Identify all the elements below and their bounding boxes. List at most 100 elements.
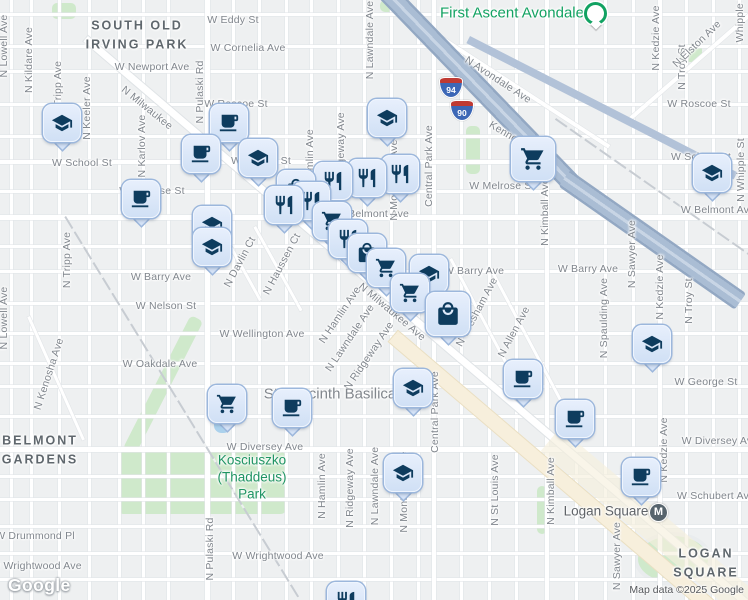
restaurant-icon	[337, 591, 355, 600]
pin-head	[327, 582, 365, 600]
pin-head	[633, 325, 671, 363]
street-line	[0, 13, 748, 16]
map-pin-school[interactable]	[384, 454, 422, 500]
map-pin-shopping[interactable]	[426, 292, 470, 344]
street-line	[0, 578, 748, 581]
place-marker[interactable]	[584, 2, 607, 30]
metro-station-icon[interactable]: M	[649, 503, 668, 522]
map-pin-grocery[interactable]	[511, 137, 555, 189]
street-label: W Belmont Ave	[680, 204, 748, 216]
map-pin-cafe[interactable]	[273, 389, 311, 435]
shopping-icon	[438, 302, 458, 325]
transit-station-label: Logan Square	[563, 503, 649, 519]
street-label: N Kedzie Ave	[654, 254, 666, 320]
street-line	[167, 0, 170, 600]
street-label: N Kimball Ave	[539, 178, 551, 246]
pin-head	[622, 458, 660, 496]
map-pin-cafe[interactable]	[182, 135, 220, 181]
street-line	[0, 498, 748, 501]
street-line	[0, 552, 748, 555]
street-line	[0, 415, 748, 418]
pin-head	[693, 154, 731, 192]
street-label: W Diversey Ave	[681, 435, 748, 447]
street-line	[337, 0, 340, 600]
map-pin-grocery[interactable]	[391, 274, 429, 320]
cafe-icon	[565, 410, 585, 428]
street-label: N Kildare Ave	[23, 26, 35, 94]
area-label: SOUTH OLD IRVING PARK	[85, 18, 189, 51]
street-line	[118, 0, 121, 600]
map-pin-cafe[interactable]	[122, 180, 160, 226]
cafe-icon	[282, 399, 302, 417]
pin-head	[368, 99, 406, 137]
map-pin-restaurant[interactable]	[348, 159, 386, 205]
street-line	[0, 525, 748, 528]
map-pin-school[interactable]	[239, 139, 277, 185]
street-label: W Schubert Ave	[677, 490, 748, 502]
pin-head	[239, 139, 277, 177]
grocery-icon	[375, 258, 395, 278]
street-line	[232, 0, 235, 600]
street-label: N Haussen Ct	[260, 231, 304, 297]
street-line	[88, 0, 91, 600]
restaurant-icon	[302, 191, 320, 211]
restaurant-icon	[391, 164, 409, 184]
cafe-icon	[191, 145, 211, 163]
map-pin-restaurant[interactable]	[327, 582, 365, 600]
street-label: W Wrightwood Ave	[232, 550, 324, 562]
pin-head	[210, 104, 248, 142]
street-label: N St Louis Ave	[489, 454, 501, 526]
street-line	[515, 0, 518, 600]
school-icon	[701, 164, 723, 182]
map-pin-grocery[interactable]	[208, 385, 246, 431]
street-label: N Pulaski Rd	[194, 60, 206, 124]
restaurant-icon	[275, 195, 293, 215]
street-label: N Sawyer Ave	[611, 521, 623, 591]
park-area	[537, 486, 547, 534]
street-line	[632, 0, 635, 600]
map-pin-cafe[interactable]	[556, 400, 594, 446]
map-pin-school[interactable]	[394, 369, 432, 415]
street-line	[310, 0, 313, 600]
street-line	[712, 0, 715, 600]
street-line	[58, 0, 61, 600]
map-pin-restaurant[interactable]	[265, 186, 303, 232]
pin-head	[122, 180, 160, 218]
street-label: N Hamlin Ave	[316, 453, 328, 519]
map-pin-school[interactable]	[693, 154, 731, 200]
map-pin-restaurant[interactable]	[381, 155, 419, 201]
street-label: W Wrightwood Ave	[0, 560, 82, 572]
map-pin-school[interactable]	[193, 228, 231, 274]
map-pin-cafe[interactable]	[504, 360, 542, 406]
map-pin-school[interactable]	[43, 104, 81, 150]
poi-label: Kosciuszko (Thaddeus) Park	[217, 452, 287, 502]
street-label: W Newport Ave	[114, 61, 190, 73]
place-label: First Ascent Avondale	[440, 4, 584, 22]
school-icon	[641, 335, 663, 353]
interstate-90-shield: 90	[450, 100, 474, 121]
street-line	[604, 0, 607, 600]
google-logo[interactable]: Google	[8, 575, 71, 595]
cafe-icon	[513, 370, 533, 388]
street-label: N Pulaski Rd	[204, 517, 216, 581]
street-label: W School St	[52, 157, 112, 169]
map-pin-school[interactable]	[633, 325, 671, 371]
pin-head	[265, 186, 303, 224]
street-label: N Spaulding Ave	[598, 277, 610, 359]
street-label: W George St	[674, 376, 738, 388]
street-line	[0, 302, 748, 305]
street-label: W Barry Ave	[443, 265, 505, 277]
map-pin-school[interactable]	[368, 99, 406, 145]
map-pin-cafe[interactable]	[210, 104, 248, 150]
street-line	[0, 332, 748, 335]
street-line	[0, 45, 748, 48]
street-line	[0, 475, 748, 478]
major-street-line	[658, 0, 662, 600]
street-label: N Lowell Ave	[0, 14, 10, 78]
pin-head	[182, 135, 220, 173]
street-label: W Barry Ave	[557, 263, 619, 275]
map-pin-cafe[interactable]	[622, 458, 660, 504]
map-attribution: Map data ©2025 Google	[629, 584, 744, 596]
school-icon	[402, 379, 424, 397]
